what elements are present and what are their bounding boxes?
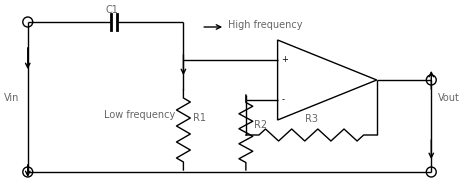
- Text: R2: R2: [254, 120, 267, 130]
- Text: Vout: Vout: [438, 93, 460, 103]
- Text: Low frequency: Low frequency: [104, 110, 176, 120]
- Text: Vin: Vin: [4, 93, 19, 103]
- Text: -: -: [281, 96, 285, 104]
- Text: R1: R1: [193, 113, 207, 123]
- Text: High frequency: High frequency: [228, 20, 303, 30]
- Text: C1: C1: [106, 5, 118, 15]
- Text: +: +: [281, 56, 288, 64]
- Text: R3: R3: [305, 114, 318, 124]
